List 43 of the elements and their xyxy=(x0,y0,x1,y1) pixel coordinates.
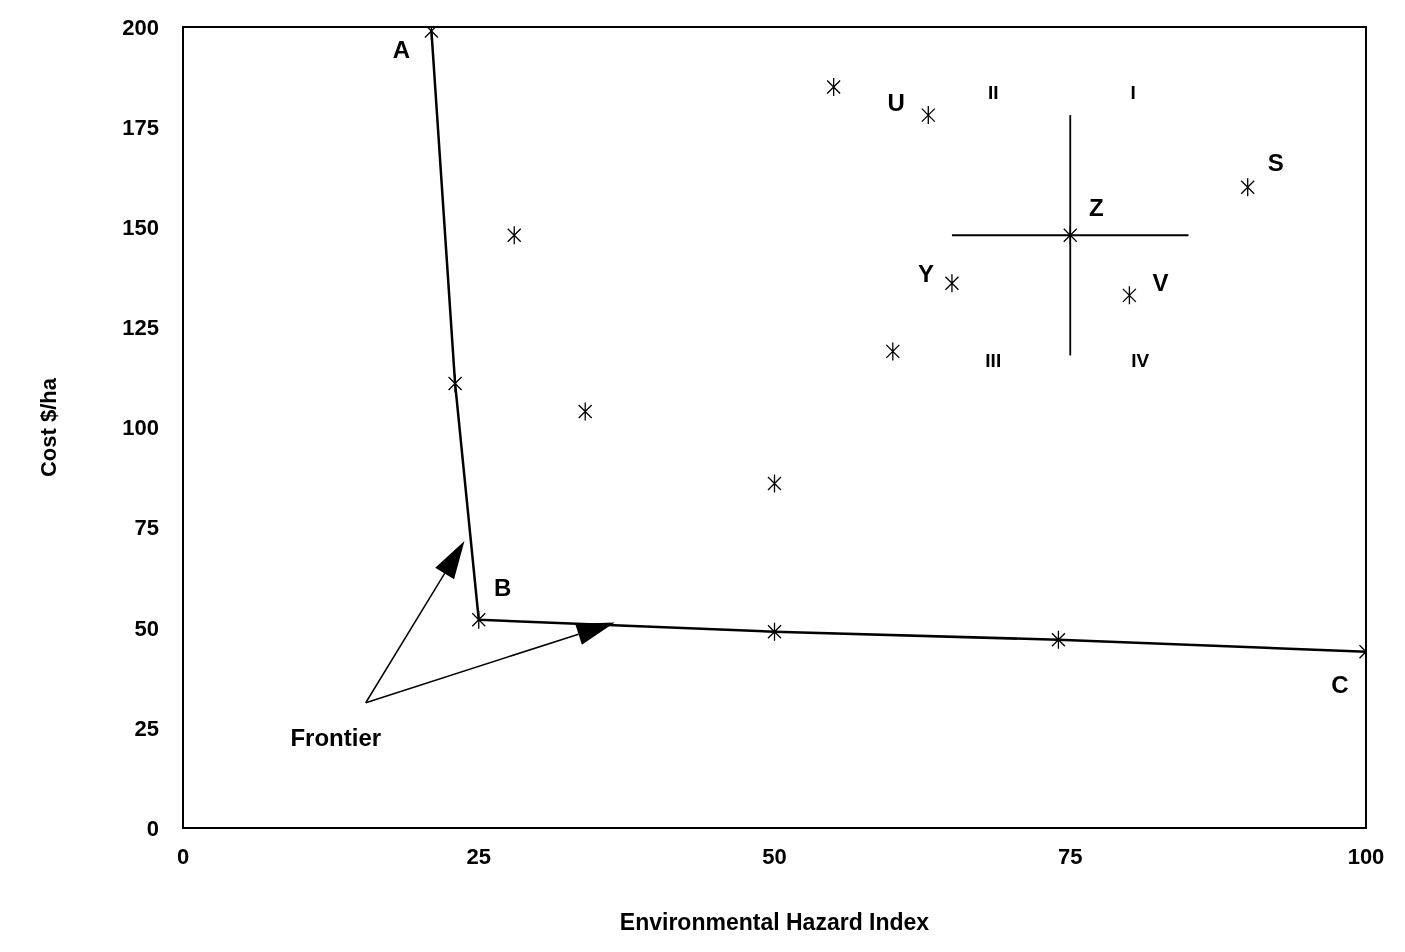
x-tick-label: 50 xyxy=(762,843,787,869)
y-tick-label: 125 xyxy=(122,315,159,341)
point xyxy=(507,225,522,245)
y-tick-label: 150 xyxy=(122,215,159,241)
annotation: U xyxy=(887,88,905,116)
x-tick-label: 0 xyxy=(176,843,190,869)
point xyxy=(1051,630,1066,650)
point xyxy=(767,622,782,642)
y-tick-label: 175 xyxy=(122,114,159,140)
y-tick-label: 200 xyxy=(122,14,159,40)
annotation: A xyxy=(392,35,411,63)
x-tick-label: 25 xyxy=(466,843,491,869)
point xyxy=(1122,285,1137,305)
y-axis-title: Cost $/ha xyxy=(35,377,61,478)
y-tick-label: 100 xyxy=(122,415,159,441)
annotation: III xyxy=(985,349,1002,371)
point xyxy=(767,473,782,494)
y-tick-label: 25 xyxy=(134,715,159,741)
annotation: Z xyxy=(1088,193,1104,221)
point xyxy=(826,77,841,97)
annotation: I xyxy=(1130,81,1136,103)
point xyxy=(885,341,900,362)
annotation: C xyxy=(1331,671,1349,699)
annotation: Y xyxy=(917,259,934,287)
point xyxy=(1240,177,1255,197)
point xyxy=(447,373,463,394)
x-tick-label: 100 xyxy=(1347,843,1385,869)
x-axis-title: Environmental Hazard Index xyxy=(619,909,930,935)
point xyxy=(1063,225,1078,245)
y-tick-label: 50 xyxy=(134,615,159,641)
point xyxy=(471,610,486,630)
annotation: IV xyxy=(1131,349,1150,371)
annotation: Frontier xyxy=(290,724,382,752)
annotation: S xyxy=(1267,148,1284,176)
point xyxy=(578,401,593,422)
y-tick-label: 75 xyxy=(134,515,159,541)
y-tick-label: 0 xyxy=(146,815,159,841)
annotation: B xyxy=(494,574,512,602)
point xyxy=(944,273,960,293)
point xyxy=(921,105,936,125)
x-tick-label: 75 xyxy=(1058,843,1083,869)
annotation: II xyxy=(987,81,999,103)
annotation: V xyxy=(1152,268,1169,296)
